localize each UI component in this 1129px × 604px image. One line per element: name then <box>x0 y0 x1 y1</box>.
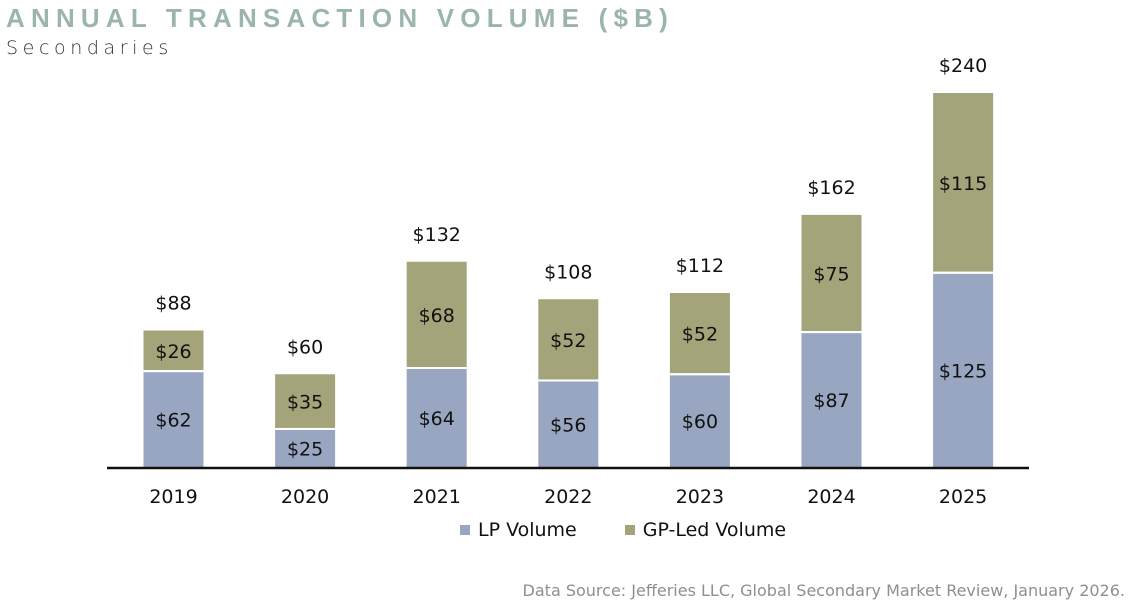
total-label-2020: $60 <box>287 336 323 358</box>
lp-volume-bar-2023 <box>669 375 730 468</box>
gp-led-volume-label-2020: $35 <box>287 392 323 414</box>
gp-led-volume-label-2024: $75 <box>813 263 849 285</box>
gp-led-volume-bar-2025 <box>933 93 994 272</box>
lp-volume-label-2022: $56 <box>550 414 586 436</box>
x-tick-2022: 2022 <box>544 486 592 508</box>
x-tick-2025: 2025 <box>939 486 987 508</box>
x-tick-2021: 2021 <box>413 486 461 508</box>
gp-led-volume-bar-2019 <box>143 330 204 371</box>
chart-subtitle: Secondaries <box>6 37 173 59</box>
lp-volume-bar-2021 <box>406 369 467 468</box>
lp-volume-bar-2020 <box>275 429 336 468</box>
lp-volume-label-2024: $87 <box>813 390 849 412</box>
legend-label-gp: GP-Led Volume <box>642 519 787 541</box>
legend-item-lp-volume: LP Volume <box>460 519 577 541</box>
total-label-2025: $240 <box>939 55 987 77</box>
total-label-2024: $162 <box>807 177 855 199</box>
total-label-2019: $88 <box>155 293 191 315</box>
gp-led-volume-label-2021: $68 <box>419 305 455 327</box>
lp-volume-bar-2022 <box>538 381 599 468</box>
data-source-note: Data Source: Jefferies LLC, Global Secon… <box>522 581 1125 600</box>
legend-label-lp: LP Volume <box>478 519 577 541</box>
lp-volume-label-2020: $25 <box>287 438 323 460</box>
lp-volume-label-2025: $125 <box>939 360 987 382</box>
gp-led-volume-label-2023: $52 <box>682 324 718 346</box>
total-label-2023: $112 <box>676 255 724 277</box>
legend-item-gp-led-volume: GP-Led Volume <box>624 519 787 541</box>
x-tick-2024: 2024 <box>807 486 855 508</box>
gp-led-volume-label-2019: $26 <box>155 341 191 363</box>
x-tick-labels: 2019 2020 2021 2022 2023 2024 2025 <box>149 486 987 508</box>
gp-led-volume-label-2025: $115 <box>939 173 987 195</box>
chart-title: ANNUAL TRANSACTION VOLUME ($B) <box>6 3 674 33</box>
x-tick-2020: 2020 <box>281 486 329 508</box>
total-label-2022: $108 <box>544 261 592 283</box>
legend-swatch-gp <box>624 525 635 535</box>
legend-swatch-lp <box>460 525 470 535</box>
lp-volume-bar-2019 <box>143 372 204 468</box>
total-label-2021: $132 <box>413 224 461 246</box>
lp-volume-label-2019: $62 <box>155 410 191 432</box>
gp-led-volume-bar-2020 <box>275 374 336 428</box>
legend: LP Volume GP-Led Volume <box>460 519 834 541</box>
gp-led-volume-bar-2024 <box>801 214 862 332</box>
lp-volume-label-2023: $60 <box>682 411 718 433</box>
bars-group: $62 $26 $88 $25 $35 $60 $64 $68 $132 $56 $52 $108 $6… <box>143 55 994 468</box>
x-tick-2023: 2023 <box>676 486 724 508</box>
gp-led-volume-bar-2023 <box>669 293 730 374</box>
lp-volume-bar-2024 <box>801 333 862 468</box>
x-tick-2019: 2019 <box>149 486 197 508</box>
lp-volume-label-2021: $64 <box>419 408 455 430</box>
gp-led-volume-bar-2022 <box>538 299 599 380</box>
gp-led-volume-bar-2021 <box>406 261 467 367</box>
gp-led-volume-label-2022: $52 <box>550 330 586 352</box>
lp-volume-bar-2025 <box>933 273 994 468</box>
